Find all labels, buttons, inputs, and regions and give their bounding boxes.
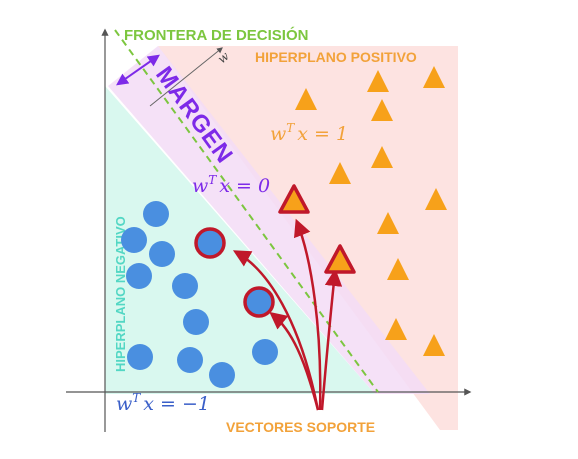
decision-boundary-label: FRONTERA DE DECISIÓN: [124, 26, 308, 44]
positive-class-points: [295, 66, 447, 356]
circle-point: [172, 273, 198, 299]
triangle-point: [367, 70, 389, 92]
equation-boundary: wT x = 0: [192, 173, 270, 197]
circle-point: [126, 263, 152, 289]
triangle-point: [387, 258, 409, 280]
equation-positive: wT x = 1: [270, 121, 348, 145]
circle-point: [183, 309, 209, 335]
equation-negative: wT x = −1: [116, 391, 210, 415]
circle-point: [252, 339, 278, 365]
triangle-point: [371, 99, 393, 121]
circle-point: [143, 201, 169, 227]
circle-point: [121, 227, 147, 253]
support-vector-circle-2: [243, 286, 275, 318]
support-arrow-2: [269, 311, 320, 411]
triangle-point: [377, 212, 399, 234]
triangle-point: [385, 318, 407, 340]
margin-arrow: [116, 54, 160, 86]
triangle-point: [295, 88, 317, 110]
support-arrow-4: [320, 268, 343, 411]
margin-band: [108, 46, 430, 394]
support-arrow-1: [232, 250, 320, 411]
support-vector-triangle-1: [278, 184, 310, 214]
support-vector-circle-1: [194, 227, 226, 259]
triangle-point: [425, 188, 447, 210]
circle-point: [127, 344, 153, 370]
negative-class-points: [121, 201, 278, 388]
positive-hyperplane-label: HIPERPLANO POSITIVO: [255, 49, 417, 65]
circle-point: [149, 241, 175, 267]
circle-point: [209, 362, 235, 388]
support-vector-triangle-2: [324, 244, 356, 274]
circle-point: [177, 347, 203, 373]
negative-hyperplane-label: HIPERPLANO NEGATIVO: [113, 216, 128, 372]
triangle-point: [423, 66, 445, 88]
w-vector-arrow: [149, 47, 223, 107]
decision-boundary-line: [114, 29, 379, 393]
support-arrow-3: [293, 218, 322, 411]
negative-region: [105, 86, 375, 394]
support-vectors-label: VECTORES SOPORTE: [226, 419, 375, 435]
triangle-point: [371, 146, 393, 168]
triangle-point: [329, 162, 351, 184]
triangle-point: [423, 334, 445, 356]
